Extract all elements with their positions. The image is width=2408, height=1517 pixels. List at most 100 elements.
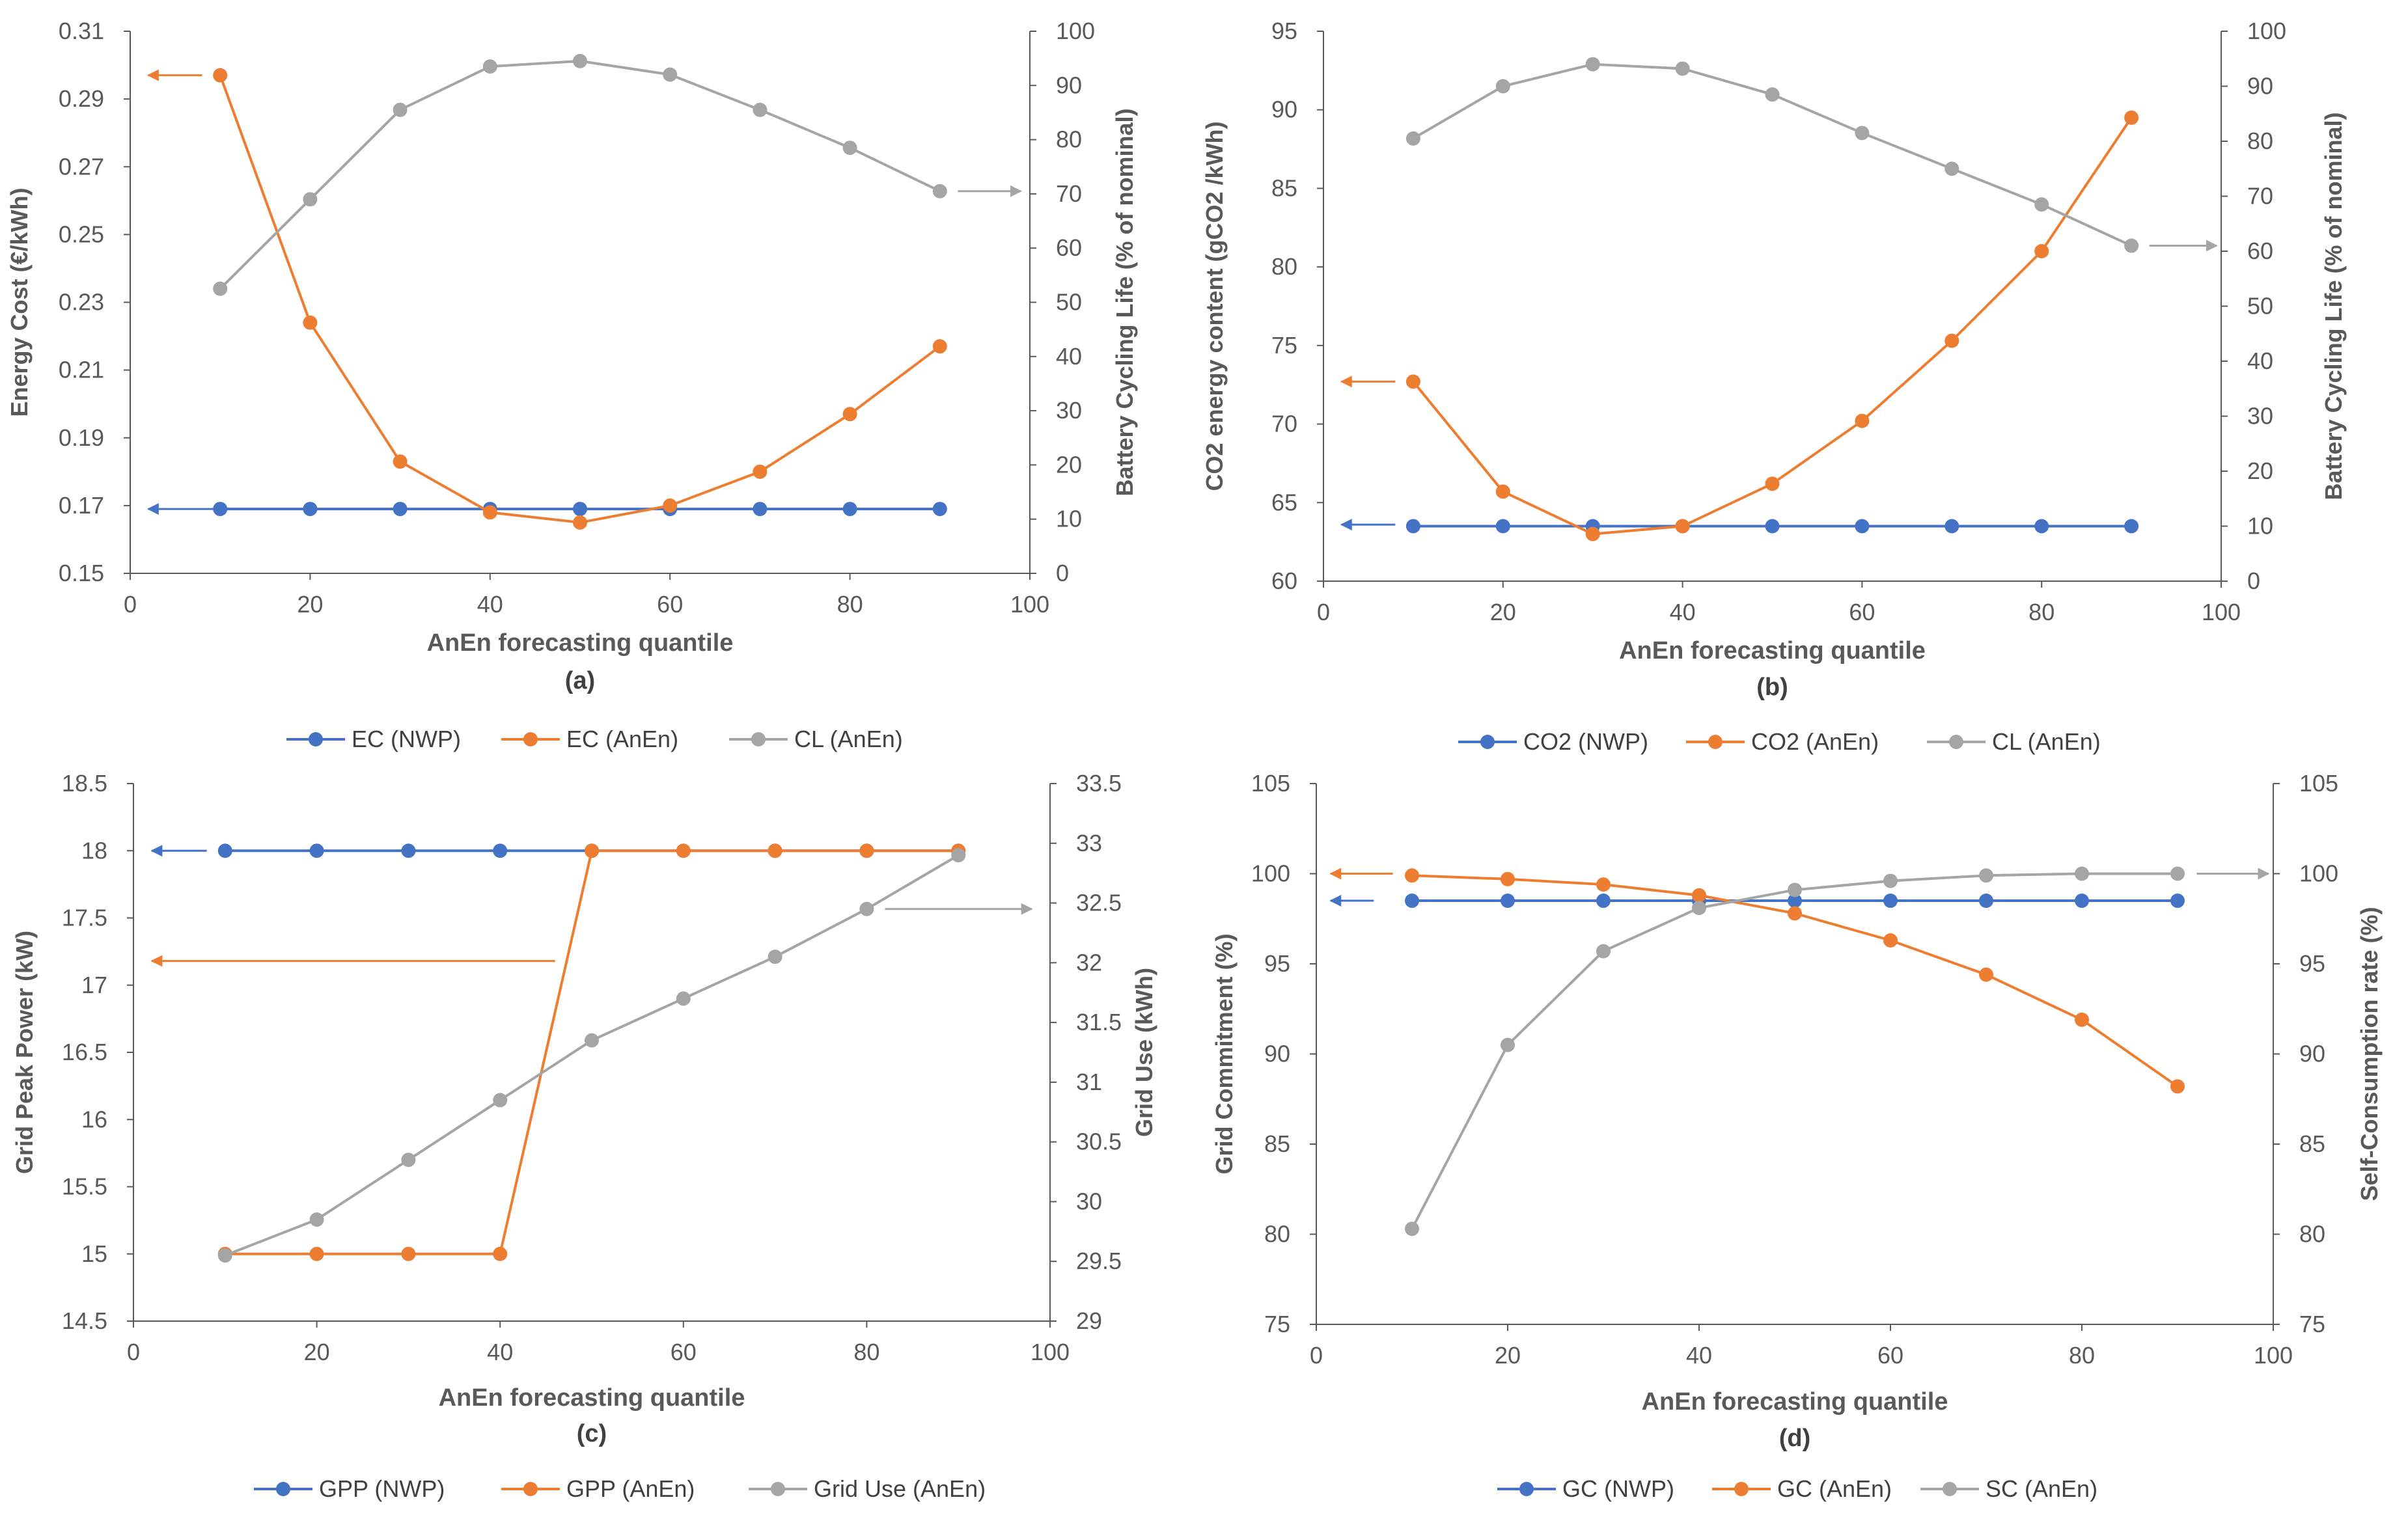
panel-b-left-axis-title: CO2 energy content (gCO2 /kWh) <box>1201 121 1228 491</box>
panel-c-data-point <box>676 991 691 1006</box>
panel-d-legend-marker <box>1943 1482 1957 1496</box>
panel-a-x-tick-label: 80 <box>837 591 863 618</box>
panel-d-right-tick-label: 75 <box>2299 1311 2325 1337</box>
panel-a-right-tick-label: 30 <box>1056 397 1082 424</box>
panel-a-data-point <box>663 498 678 513</box>
panel-c-data-point <box>493 843 508 858</box>
panel-c-data-point <box>401 1153 416 1168</box>
panel-c-data-point <box>585 1033 599 1048</box>
panel-b-data-point <box>1495 519 1510 534</box>
panel-a-data-point <box>932 502 947 517</box>
panel-a-right-tick-label: 0 <box>1056 560 1069 586</box>
panel-d-right-tick-label: 85 <box>2299 1130 2325 1157</box>
panel-c-data-point <box>768 950 782 964</box>
panel-d-data-point <box>1979 868 1993 883</box>
panel-c-series-line-gpp-anen- <box>225 849 959 1255</box>
panel-c-x-tick-label: 80 <box>853 1339 879 1365</box>
panel-d-left-tick-label: 80 <box>1264 1221 1290 1248</box>
panel-b-data-point <box>1675 61 1690 76</box>
panel-a-right-tick-label: 50 <box>1056 289 1082 316</box>
panel-b-x-tick-label: 60 <box>1849 599 1875 625</box>
panel-d-data-point <box>1501 894 1515 909</box>
panel-d-data-point <box>1883 933 1898 948</box>
panel-b-data-point <box>1495 79 1510 94</box>
panel-b-legend-label: CO2 (NWP) <box>1523 728 1648 755</box>
panel-b-data-point <box>1944 333 1959 348</box>
panel-c-data-point <box>859 901 874 916</box>
panel-a-legend-label: CL (AnEn) <box>794 726 903 752</box>
panel-d-right-tick-label: 95 <box>2299 950 2325 977</box>
panel-c-x-tick-label: 40 <box>487 1339 513 1365</box>
panel-b-data-point <box>1405 131 1420 146</box>
panel-a-left-tick-label: 0.29 <box>59 85 104 112</box>
panel-a-data-point <box>393 454 408 469</box>
panel-b-legend-marker <box>1949 735 1963 749</box>
panel-b-right-tick-label: 100 <box>2247 18 2286 44</box>
panel-a-data-point <box>842 141 857 156</box>
panel-d-data-point <box>1788 882 1802 897</box>
panel-b-x-axis-title: AnEn forecasting quantile <box>1619 637 1926 664</box>
panel-d-data-point <box>1979 967 1993 982</box>
panel-a-data-point <box>573 502 587 517</box>
panel-b-left-tick-label: 75 <box>1271 332 1297 359</box>
panel-b-right-tick-label: 60 <box>2247 238 2273 264</box>
panel-b-data-point <box>1675 519 1690 534</box>
panel-d-data-point <box>2170 894 2185 909</box>
panel-a-right-tick-label: 100 <box>1056 18 1095 44</box>
panel-a-data-point <box>932 184 947 198</box>
panel-a-x-tick-label: 40 <box>477 591 503 618</box>
panel-b-x-tick-label: 20 <box>1490 599 1516 625</box>
panel-d-left-tick-label: 105 <box>1251 770 1290 797</box>
panel-c-panel-label: (c) <box>577 1420 607 1447</box>
panel-d-right-axis-title: Self-Consumption rate (%) <box>2356 907 2383 1201</box>
panel-c-data-point <box>676 843 691 858</box>
panel-b-right-tick-label: 90 <box>2247 73 2273 100</box>
panel-c-data-point <box>768 843 782 858</box>
panel-d-right-tick-label: 105 <box>2299 770 2338 797</box>
panel-b-right-tick-label: 20 <box>2247 458 2273 484</box>
panel-b-data-point <box>2034 519 2049 534</box>
panel-c-data-point <box>859 843 874 858</box>
panel-a-data-point <box>482 505 497 520</box>
panel-c-left-tick-label: 16 <box>81 1106 107 1132</box>
panel-c-legend-label: GPP (AnEn) <box>566 1475 695 1502</box>
panel-d-data-point <box>2075 866 2089 881</box>
panel-a-right-tick-label: 10 <box>1056 506 1082 532</box>
panel-d-data-point <box>2170 1079 2185 1094</box>
panel-a-left-axis-title: Energy Cost (€/kWh) <box>6 187 33 417</box>
panel-a-data-point <box>573 53 587 68</box>
panel-d-data-point <box>1596 877 1611 892</box>
panel-c-right-tick-label: 32 <box>1076 949 1102 976</box>
panel-b-left-tick-label: 90 <box>1271 96 1297 123</box>
panel-a-data-point <box>753 502 768 517</box>
panel-d-data-point <box>1501 871 1515 886</box>
panel-a-data-point <box>482 59 497 74</box>
panel-d-left-tick-label: 95 <box>1264 950 1290 977</box>
panel-c-legend-marker <box>771 1482 785 1496</box>
panel-a-right-tick-label: 80 <box>1056 126 1082 153</box>
panel-d-right-tick-label: 100 <box>2299 860 2338 887</box>
panel-b-legend-label: CO2 (AnEn) <box>1751 728 1879 755</box>
panel-d-data-point <box>2075 894 2089 909</box>
panel-a-left-tick-label: 0.25 <box>59 221 104 247</box>
panel-c-series-line-grid-use-anen- <box>225 854 960 1257</box>
panel-a-x-tick-label: 0 <box>124 591 137 618</box>
panel-a-data-point <box>303 502 318 517</box>
panel-d-x-tick-label: 20 <box>1495 1342 1521 1369</box>
panel-c-right-tick-label: 31 <box>1076 1069 1102 1095</box>
panel-a-legend-label: EC (AnEn) <box>566 726 678 752</box>
panel-c-left-tick-label: 15.5 <box>62 1173 107 1200</box>
panel-b-data-point <box>1495 484 1510 499</box>
panel-a-left-tick-label: 0.21 <box>59 357 104 383</box>
panel-c-data-point <box>309 1212 324 1227</box>
panel-d-left-axis-title: Grid Commitment (%) <box>1211 933 1238 1174</box>
panel-c-right-tick-label: 30.5 <box>1076 1128 1122 1155</box>
panel-d-data-point <box>1788 906 1802 921</box>
panel-a-left-tick-label: 0.19 <box>59 424 104 451</box>
panel-d-x-tick-label: 40 <box>1686 1342 1712 1369</box>
panel-b-x-tick-label: 0 <box>1317 599 1330 625</box>
panel-b-data-point <box>1765 87 1780 102</box>
panel-d-data-point <box>2075 1012 2089 1027</box>
panel-c-left-tick-label: 17 <box>81 972 107 998</box>
panel-c-data-point <box>217 843 232 858</box>
